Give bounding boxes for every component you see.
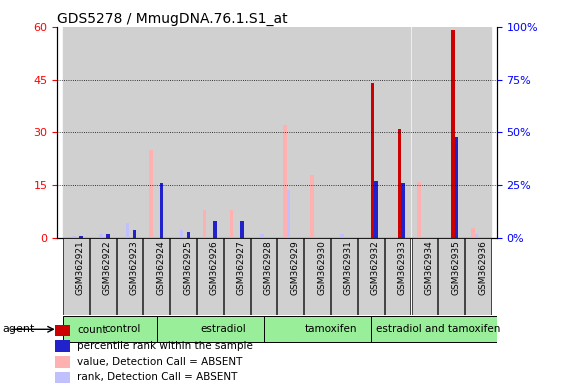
- Text: agent: agent: [3, 324, 35, 334]
- Bar: [397, 129, 401, 238]
- Bar: [170, 27, 196, 238]
- Bar: [465, 27, 491, 238]
- Bar: [451, 30, 455, 238]
- Bar: [371, 83, 374, 238]
- Bar: [90, 27, 115, 238]
- Bar: [471, 227, 475, 238]
- Text: GSM362929: GSM362929: [290, 240, 299, 295]
- Text: GSM362923: GSM362923: [130, 240, 139, 295]
- Text: GSM362930: GSM362930: [317, 240, 326, 295]
- Bar: [133, 230, 136, 238]
- Bar: [63, 316, 183, 342]
- Text: GSM362934: GSM362934: [424, 240, 433, 295]
- Text: GSM362931: GSM362931: [344, 240, 353, 295]
- Bar: [116, 238, 142, 315]
- Bar: [465, 238, 491, 315]
- Bar: [214, 221, 217, 238]
- Bar: [417, 182, 421, 238]
- Bar: [475, 234, 478, 238]
- Bar: [63, 27, 89, 238]
- Bar: [304, 27, 330, 238]
- Bar: [287, 190, 290, 238]
- Bar: [126, 223, 130, 238]
- Text: tamoxifen: tamoxifen: [304, 324, 357, 334]
- Bar: [224, 27, 250, 238]
- Bar: [278, 238, 303, 315]
- Bar: [412, 238, 437, 315]
- Bar: [251, 238, 276, 315]
- Text: GSM362935: GSM362935: [451, 240, 460, 295]
- Bar: [203, 210, 207, 238]
- Bar: [264, 316, 397, 342]
- Bar: [73, 236, 76, 238]
- Text: GSM362936: GSM362936: [478, 240, 487, 295]
- Bar: [304, 238, 330, 315]
- Text: rank, Detection Call = ABSENT: rank, Detection Call = ABSENT: [77, 372, 238, 382]
- Bar: [401, 183, 404, 238]
- Text: GSM362932: GSM362932: [371, 240, 380, 295]
- Bar: [251, 27, 276, 238]
- Bar: [385, 238, 411, 315]
- Bar: [55, 356, 70, 368]
- Bar: [358, 27, 384, 238]
- Bar: [240, 221, 244, 238]
- Bar: [385, 27, 411, 238]
- Bar: [197, 238, 223, 315]
- Bar: [197, 27, 223, 238]
- Text: control: control: [104, 324, 141, 334]
- Text: GSM362927: GSM362927: [237, 240, 246, 295]
- Bar: [310, 175, 313, 238]
- Bar: [439, 27, 464, 238]
- Bar: [79, 236, 83, 238]
- Bar: [331, 238, 357, 315]
- Text: count: count: [77, 326, 107, 336]
- Bar: [143, 238, 169, 315]
- Bar: [374, 181, 378, 238]
- Bar: [99, 234, 103, 238]
- Text: GSM362928: GSM362928: [264, 240, 272, 295]
- Bar: [230, 210, 233, 238]
- Bar: [455, 137, 458, 238]
- Text: value, Detection Call = ABSENT: value, Detection Call = ABSENT: [77, 357, 243, 367]
- Bar: [260, 234, 264, 238]
- Bar: [90, 238, 115, 315]
- Bar: [55, 324, 70, 336]
- Text: percentile rank within the sample: percentile rank within the sample: [77, 341, 253, 351]
- Bar: [278, 27, 303, 238]
- Bar: [187, 232, 190, 238]
- Bar: [116, 27, 142, 238]
- Bar: [170, 238, 196, 315]
- Text: GSM362926: GSM362926: [210, 240, 219, 295]
- Text: GSM362924: GSM362924: [156, 240, 165, 295]
- Bar: [358, 238, 384, 315]
- Bar: [331, 27, 357, 238]
- Bar: [106, 234, 110, 238]
- Bar: [371, 316, 504, 342]
- Bar: [439, 238, 464, 315]
- Bar: [160, 183, 163, 238]
- Bar: [283, 126, 287, 238]
- Text: GSM362922: GSM362922: [103, 240, 112, 295]
- Text: GDS5278 / MmugDNA.76.1.S1_at: GDS5278 / MmugDNA.76.1.S1_at: [57, 12, 288, 26]
- Text: GSM362921: GSM362921: [76, 240, 85, 295]
- Bar: [55, 340, 70, 352]
- Text: estradiol: estradiol: [200, 324, 246, 334]
- Bar: [157, 316, 290, 342]
- Bar: [340, 234, 344, 238]
- Bar: [55, 372, 70, 383]
- Bar: [63, 238, 89, 315]
- Bar: [150, 150, 153, 238]
- Bar: [412, 27, 437, 238]
- Bar: [180, 230, 183, 238]
- Text: estradiol and tamoxifen: estradiol and tamoxifen: [376, 324, 500, 334]
- Bar: [224, 238, 250, 315]
- Bar: [143, 27, 169, 238]
- Text: GSM362925: GSM362925: [183, 240, 192, 295]
- Text: GSM362933: GSM362933: [397, 240, 407, 295]
